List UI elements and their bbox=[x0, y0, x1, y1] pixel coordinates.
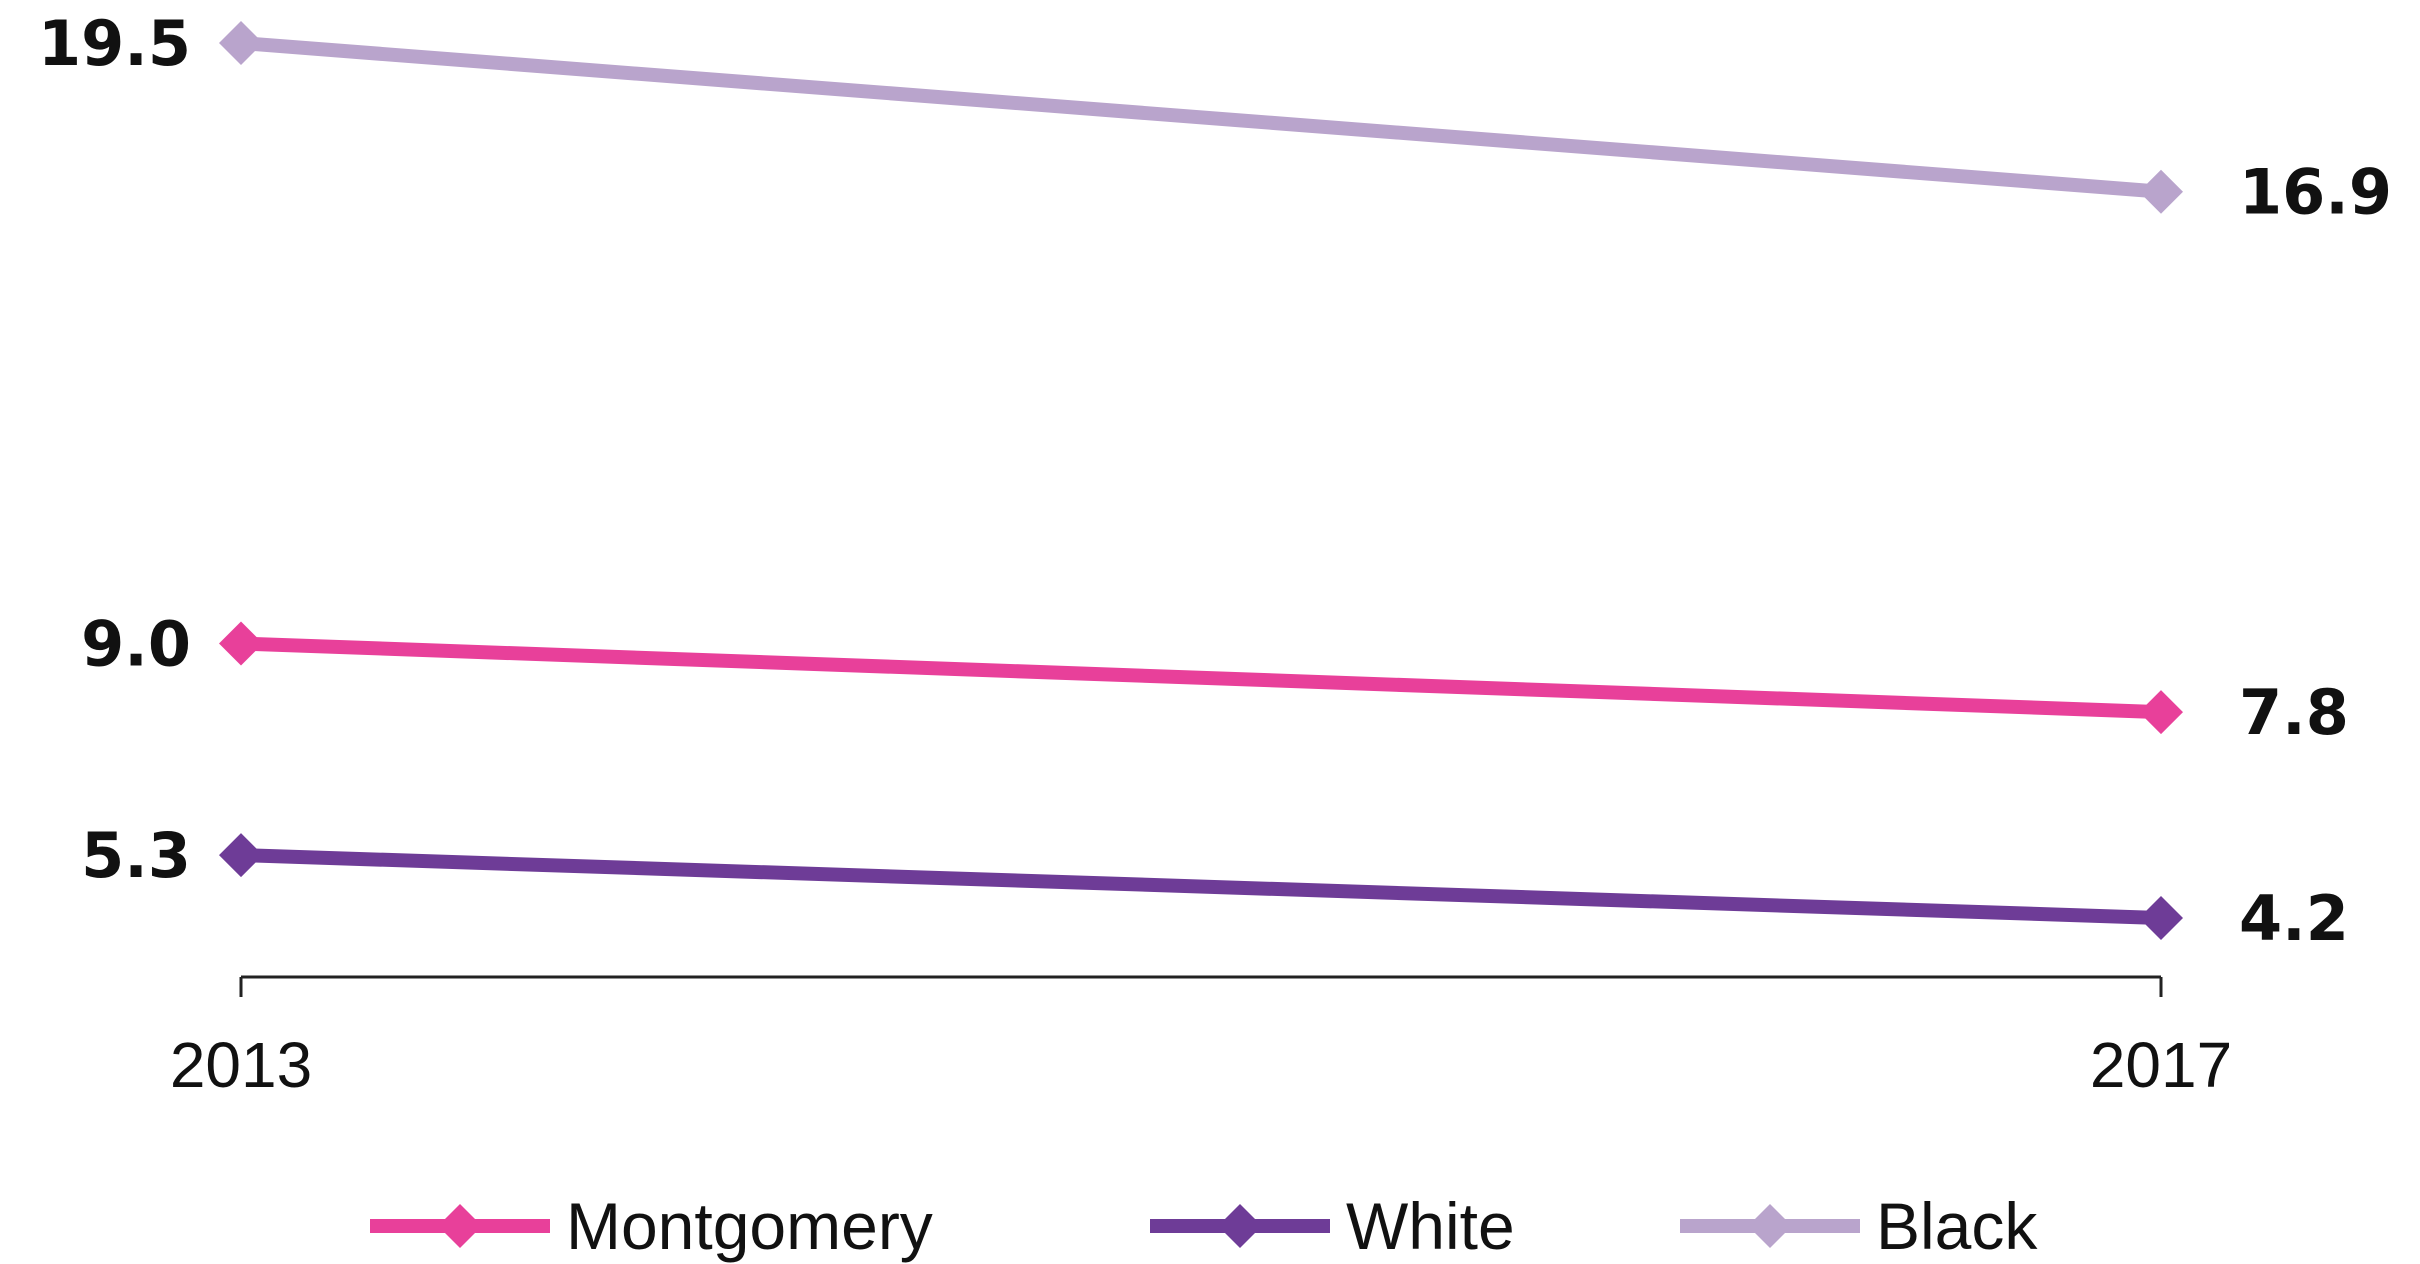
series-line-montgomery bbox=[234, 636, 2168, 720]
data-label-montgomery: 9.0 bbox=[81, 607, 191, 680]
legend-marker-diamond bbox=[1218, 1204, 1262, 1248]
data-point-black bbox=[219, 21, 263, 65]
x-tick-label: 2013 bbox=[170, 1029, 312, 1101]
x-tick-label: 2017 bbox=[2090, 1029, 2232, 1101]
legend-item-black: Black bbox=[1680, 1189, 2038, 1263]
series-line-white bbox=[234, 848, 2168, 925]
data-label-white: 4.2 bbox=[2239, 882, 2349, 955]
legend-label: White bbox=[1346, 1189, 1515, 1263]
data-point-montgomery bbox=[219, 621, 263, 666]
data-label-black: 16.9 bbox=[2239, 156, 2392, 229]
series-group bbox=[219, 21, 2183, 940]
data-point-white bbox=[2139, 896, 2183, 940]
data-label-montgomery: 7.8 bbox=[2239, 676, 2349, 749]
legend-item-montgomery: Montgomery bbox=[370, 1189, 933, 1263]
data-labels: 9.0 7.8 5.3 4.2 19.5 16.9 bbox=[38, 7, 2392, 955]
legend-marker-diamond bbox=[1748, 1204, 1792, 1248]
x-axis: 2013 2017 bbox=[170, 975, 2232, 1101]
legend-marker-diamond bbox=[438, 1204, 482, 1248]
legend-label: Black bbox=[1876, 1189, 2038, 1263]
legend-item-white: White bbox=[1150, 1189, 1515, 1263]
data-point-black bbox=[2139, 169, 2183, 214]
data-point-montgomery bbox=[2139, 690, 2183, 735]
series-line-black bbox=[234, 36, 2168, 199]
data-label-white: 5.3 bbox=[81, 819, 191, 892]
legend-label: Montgomery bbox=[566, 1189, 933, 1263]
data-label-black: 19.5 bbox=[38, 7, 191, 80]
data-point-white bbox=[219, 833, 263, 878]
legend: Montgomery White Black bbox=[370, 1189, 2038, 1263]
